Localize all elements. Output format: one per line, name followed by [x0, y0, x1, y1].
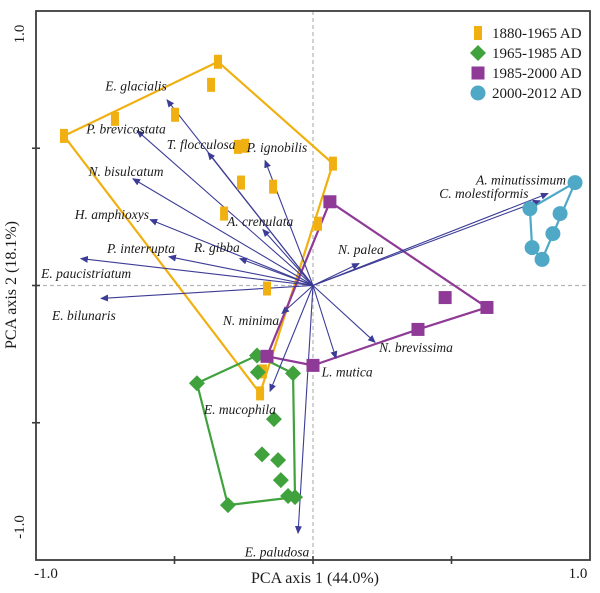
data-point — [270, 452, 287, 469]
data-point — [233, 139, 242, 154]
series-2000-2012AD — [522, 175, 583, 267]
data-point — [249, 364, 266, 381]
species-arrow-Epaucistriatum — [79, 255, 314, 287]
data-point — [524, 240, 540, 256]
data-point — [480, 300, 494, 314]
data-point — [306, 358, 320, 372]
species-label-Pinterrupta: P. interrupta — [106, 241, 175, 256]
data-point — [272, 472, 289, 489]
legend-label: 1985-2000 AD — [492, 66, 582, 82]
data-point — [522, 201, 538, 217]
data-point — [269, 179, 278, 194]
y-axis-max-label: 1.0 — [12, 25, 28, 44]
species-arrow-Rgibba — [238, 257, 314, 287]
data-point — [236, 175, 245, 190]
data-point — [534, 251, 550, 267]
data-point — [545, 226, 561, 242]
species-arrow-Tflocculosa — [207, 151, 314, 286]
species-arrow-Hamphioxys — [149, 219, 314, 287]
legend-label: 1880-1965 AD — [492, 26, 582, 42]
data-point — [552, 206, 568, 222]
data-point — [265, 411, 282, 428]
species-arrow-Npalea — [312, 263, 360, 286]
data-point — [213, 54, 222, 69]
data-point — [323, 195, 337, 209]
species-arrow-Aminutissimum — [312, 192, 549, 287]
species-arrow-Nbrevissima — [312, 285, 376, 343]
data-point — [254, 446, 271, 463]
x-axis-min-label: -1.0 — [34, 566, 58, 582]
species-label-Hamphioxys: H. amphioxys — [74, 207, 149, 222]
species-arrow-Lmutica — [312, 285, 338, 360]
data-point — [256, 386, 265, 401]
data-point — [438, 291, 452, 305]
legend-swatch-circle — [470, 85, 486, 101]
species-arrow-Emucophila — [269, 285, 314, 393]
data-point — [220, 206, 229, 221]
y-axis-title: PCA axis 2 (18.1%) — [3, 221, 20, 349]
species-label-Pbrevicostata: P. brevicostata — [85, 121, 166, 136]
data-point — [260, 349, 274, 363]
species-arrow-Epaludosa — [294, 285, 314, 535]
series-1985-2000AD — [260, 195, 494, 372]
species-label-Epaludosa: E. paludosa — [244, 545, 310, 560]
series-1965-1985AD — [188, 347, 303, 514]
legend-label: 2000-2012 AD — [492, 86, 582, 102]
data-point — [313, 216, 322, 231]
data-point — [328, 156, 337, 171]
species-arrow-Nminima — [281, 285, 314, 315]
species-label-Pignobilis: P. ignobilis — [246, 140, 308, 155]
x-axis-max-label: 1.0 — [569, 566, 588, 582]
species-arrow-Pinterrupta — [167, 254, 314, 287]
species-label-Nbrevissima: N. brevissima — [378, 340, 453, 355]
y-axis-min-label: -1.0 — [12, 515, 28, 539]
hull-1985-2000AD — [265, 200, 489, 367]
species-label-Nminima: N. minima — [222, 313, 280, 328]
legend-label: 1965-1985 AD — [492, 46, 582, 62]
species-label-Eglacialis: E. glacialis — [104, 78, 167, 93]
species-arrow-Cmolestiformis — [312, 199, 541, 287]
data-point — [411, 322, 425, 336]
data-point — [207, 77, 216, 92]
species-label-Tflocculosa: T. flocculosa — [167, 137, 236, 152]
species-label-Rgibba: R. gibba — [193, 240, 240, 255]
data-point — [567, 175, 583, 191]
species-label-Cmolestiformis: C. molestiformis — [439, 186, 528, 201]
species-label-Aminutissimum: A. minutissimum — [475, 172, 566, 187]
species-arrow-Ebilunaris — [100, 284, 314, 302]
legend-item-1880-1965AD: 1880-1965 AD — [474, 26, 582, 42]
x-axis-title: PCA axis 1 (44.0%) — [251, 570, 379, 587]
data-point — [263, 281, 272, 296]
species-arrow-Acrenulata — [262, 228, 314, 286]
species-label-Epaucistriatum: E. paucistriatum — [40, 266, 131, 281]
legend-item-1965-1985AD: 1965-1985 AD — [470, 45, 582, 62]
species-label-Acrenulata: A. crenulata — [226, 214, 293, 229]
data-point — [286, 489, 303, 506]
data-point — [188, 375, 205, 392]
legend: 1880-1965 AD 1965-1985 AD 1985-2000 AD 2000… — [470, 26, 582, 102]
legend-swatch-square — [471, 66, 485, 80]
species-label-Emucophila: E. mucophila — [203, 402, 276, 417]
species-label-Ebilunaris: E. bilunaris — [51, 308, 116, 323]
data-point — [285, 365, 302, 382]
data-point — [171, 107, 180, 122]
data-point — [110, 111, 119, 126]
legend-item-1985-2000AD: 1985-2000 AD — [471, 66, 582, 82]
species-label-Npalea: N. palea — [337, 242, 384, 257]
data-point — [219, 497, 236, 514]
legend-item-2000-2012AD: 2000-2012 AD — [470, 85, 582, 102]
data-point — [241, 138, 250, 153]
series-1880-1965AD — [59, 54, 337, 401]
legend-swatch-diamond — [470, 45, 486, 61]
hull-1965-1985AD — [195, 354, 297, 507]
species-label-Lmutica: L. mutica — [321, 365, 373, 380]
legend-swatch-rect — [474, 26, 482, 40]
species-arrow-Nbisulcatum — [132, 178, 314, 286]
data-point — [59, 128, 68, 143]
species-label-Nbisulcatum: N. bisulcatum — [88, 164, 164, 179]
